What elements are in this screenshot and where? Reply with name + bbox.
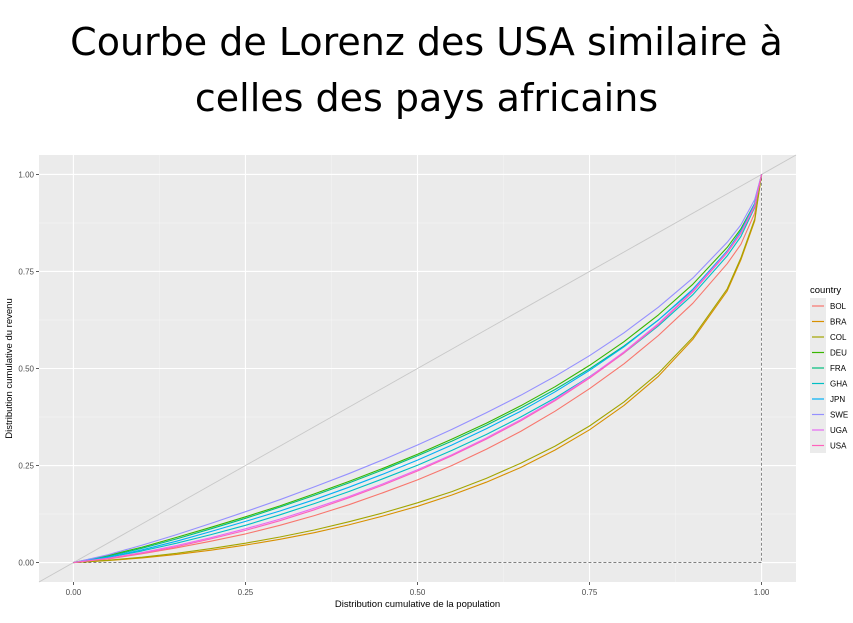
y-tick-label: 0.25 bbox=[18, 462, 34, 471]
legend-label-col: COL bbox=[830, 333, 847, 342]
series-line-uga bbox=[73, 174, 763, 564]
slide-title: Courbe de Lorenz des USA similaire à cel… bbox=[0, 14, 853, 126]
series-line-bol bbox=[73, 174, 763, 564]
equality-line bbox=[38, 154, 797, 583]
y-tick-label: 0.75 bbox=[18, 267, 34, 276]
legend-label-bra: BRA bbox=[830, 318, 847, 327]
slide-title-line-1: Courbe de Lorenz des USA similaire à bbox=[70, 20, 783, 64]
reference-lines bbox=[38, 154, 797, 583]
series-line-swe bbox=[73, 174, 763, 564]
x-tick-label: 0.00 bbox=[66, 588, 82, 597]
legend-label-fra: FRA bbox=[830, 364, 847, 373]
x-axis-label: Distribution cumulative de la population bbox=[335, 599, 500, 610]
legend-title: country bbox=[810, 285, 841, 296]
y-tick-label: 1.00 bbox=[18, 170, 34, 179]
series-line-gha bbox=[73, 174, 763, 564]
x-tick-label: 0.25 bbox=[238, 588, 254, 597]
x-tick-label: 0.75 bbox=[582, 588, 598, 597]
y-tick-label: 0.00 bbox=[18, 559, 34, 568]
legend-label-jpn: JPN bbox=[830, 395, 845, 404]
legend-label-bol: BOL bbox=[830, 302, 847, 311]
series-line-jpn bbox=[73, 174, 763, 564]
legend-label-deu: DEU bbox=[830, 349, 847, 358]
legend-label-swe: SWE bbox=[830, 411, 848, 420]
series-line-col bbox=[73, 174, 763, 564]
legend-label-gha: GHA bbox=[830, 380, 848, 389]
slide-title-line-2: celles des pays africains bbox=[194, 76, 659, 120]
y-tick-label: 0.50 bbox=[18, 365, 34, 374]
series-line-bra bbox=[73, 174, 763, 564]
x-tick-label: 1.00 bbox=[754, 588, 770, 597]
series-line-usa bbox=[73, 174, 763, 564]
perfect-inequality-line bbox=[73, 174, 762, 563]
legend-label-usa: USA bbox=[830, 442, 847, 451]
legend: country BOL BRA COL DEU FRA GHA JPN SWE UGA USA bbox=[810, 285, 848, 453]
series-line-deu bbox=[73, 174, 763, 564]
y-axis-label: Distribution cumulative du revenu bbox=[4, 298, 15, 438]
series-lines bbox=[73, 174, 763, 564]
x-tick-label: 0.50 bbox=[410, 588, 426, 597]
axis-ticks: 0.00 0.25 0.50 0.75 1.00 0.00 0.25 0.50 0.75 1.00 bbox=[18, 170, 770, 597]
legend-label-uga: UGA bbox=[830, 426, 848, 435]
